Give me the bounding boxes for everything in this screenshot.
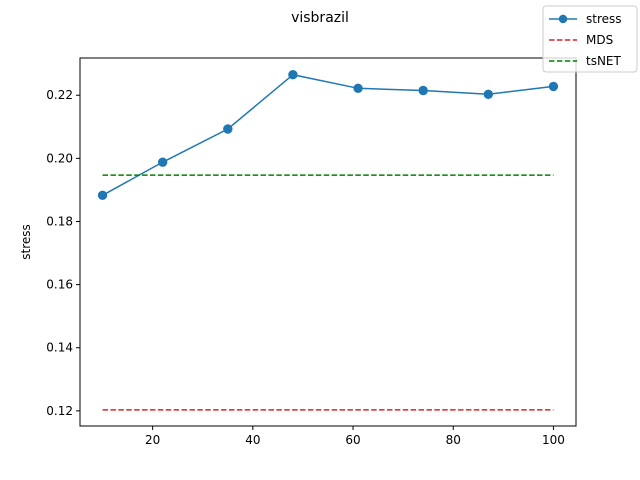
data-point-stress [548,81,559,92]
legend-label-stress: stress [586,12,622,26]
y-axis: 0.12 0.14 0.16 0.18 0.20 0.22 [46,88,80,418]
plot-area [80,58,576,426]
series-layer [97,70,559,411]
data-point-stress [483,89,494,99]
x-axis: 20 40 60 80 100 [145,426,565,447]
x-tick-label: 100 [542,433,565,447]
legend-frame [542,5,638,73]
y-axis-label: stress [19,224,33,260]
y-tick-label: 0.14 [46,341,73,355]
y-tick-label: 0.18 [46,214,73,228]
x-tick-label: 60 [345,433,360,447]
data-point-stress [418,85,428,96]
plot-frame [79,57,577,427]
x-tick-label: 20 [145,433,160,447]
x-tick-label: 80 [446,433,461,447]
y-tick-label: 0.20 [46,151,73,165]
data-point-stress [288,70,298,80]
data-point-stress [353,83,363,93]
legend-label-mds: MDS [586,33,613,47]
y-tick-label: 0.12 [46,404,73,418]
series-line-stress [102,73,554,196]
legend-label-tsnet: tsNET [586,54,622,68]
y-tick-label: 0.16 [46,278,73,292]
y-tick-label: 0.22 [46,88,73,102]
legend: stress MDS tsNET [542,5,638,73]
chart-title: visbrazil [291,10,349,26]
data-point-stress [97,190,108,200]
legend-marker-stress [558,14,568,24]
data-point-stress [223,124,233,134]
x-tick-label: 40 [245,433,260,447]
data-point-stress [157,157,168,167]
